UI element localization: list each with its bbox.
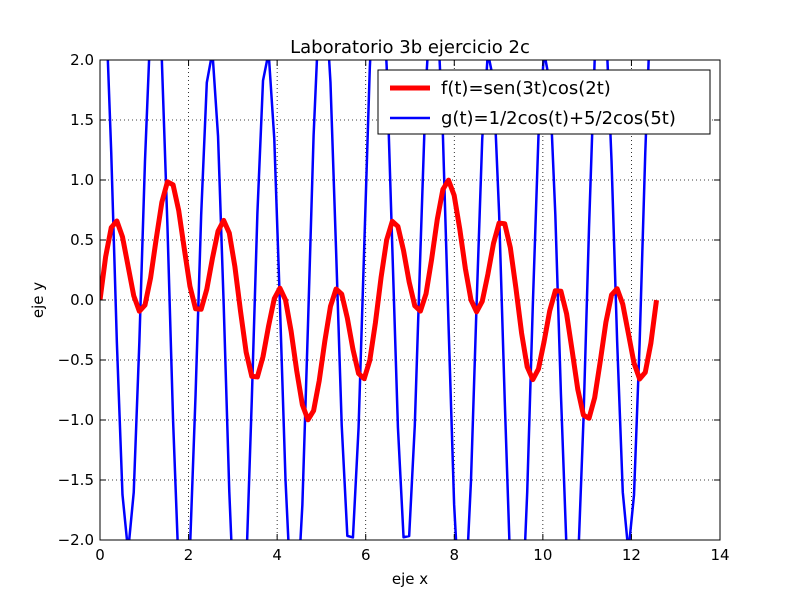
x-tick-label: 10 <box>533 546 552 564</box>
y-tick-label: 0.0 <box>70 291 94 309</box>
x-tick-label: 14 <box>710 546 729 564</box>
series-line-f <box>100 180 656 420</box>
y-tick-label: 2.0 <box>70 51 94 69</box>
x-tick-label: 12 <box>622 546 641 564</box>
x-tick-label: 2 <box>184 546 194 564</box>
legend: f(t)=sen(3t)cos(2t) g(t)=1/2cos(t)+5/2co… <box>378 70 710 134</box>
x-tick-label: 0 <box>95 546 105 564</box>
y-tick-label: 1.5 <box>70 111 94 129</box>
y-tick-label: −1.5 <box>58 471 94 489</box>
y-tick-label: −2.0 <box>58 531 94 549</box>
x-tick-label: 6 <box>361 546 371 564</box>
y-tick-label: −1.0 <box>58 411 94 429</box>
legend-label-f: f(t)=sen(3t)cos(2t) <box>441 78 611 99</box>
y-tick-label: −0.5 <box>58 351 94 369</box>
y-tick-label: 1.0 <box>70 171 94 189</box>
x-axis-label: eje x <box>392 570 428 588</box>
y-axis-label: eje y <box>29 282 47 318</box>
x-tick-label: 8 <box>450 546 460 564</box>
x-tick-label: 4 <box>272 546 282 564</box>
y-tick-label: 0.5 <box>70 231 94 249</box>
chart-title: Laboratorio 3b ejercicio 2c <box>290 37 530 58</box>
legend-label-g: g(t)=1/2cos(t)+5/2cos(5t) <box>441 108 676 129</box>
